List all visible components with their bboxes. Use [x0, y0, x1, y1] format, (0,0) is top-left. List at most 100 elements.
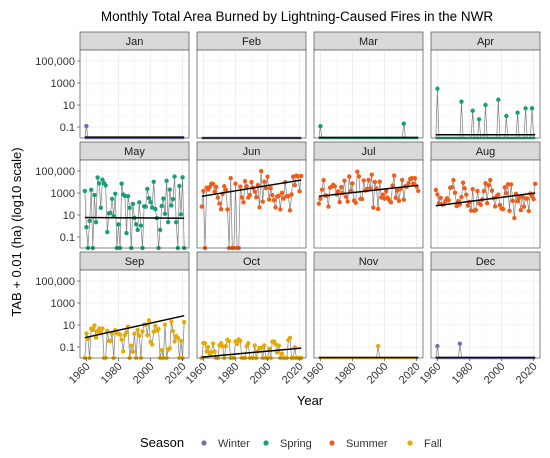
- data-point: [481, 188, 487, 194]
- data-point: [274, 350, 280, 355]
- data-point: [162, 322, 168, 327]
- data-point: [287, 335, 293, 341]
- trend-line: [435, 192, 536, 207]
- facet-strip-label: Sep: [125, 256, 145, 268]
- data-point: [98, 205, 104, 211]
- facet-strip-label: Dec: [476, 256, 496, 268]
- data-point: [460, 180, 466, 185]
- trend-line: [201, 347, 302, 358]
- data-point: [238, 184, 243, 189]
- data-point: [214, 184, 219, 190]
- data-point: [234, 341, 240, 347]
- data-point: [246, 341, 251, 346]
- data-point: [133, 222, 139, 227]
- panel-border: [430, 49, 541, 139]
- data-point: [113, 191, 118, 196]
- data-point: [157, 227, 163, 233]
- panel-border: [313, 269, 424, 359]
- data-point: [526, 208, 531, 214]
- data-point: [337, 199, 342, 205]
- data-point: [122, 193, 128, 199]
- data-point: [377, 179, 382, 184]
- data-point: [103, 183, 108, 188]
- y-tick-label: 10: [63, 320, 75, 332]
- data-point: [172, 339, 177, 344]
- data-point: [347, 174, 352, 179]
- data-point: [132, 331, 137, 336]
- data-point: [483, 102, 488, 108]
- legend-key: [263, 440, 269, 446]
- data-point: [470, 108, 475, 113]
- x-tick-label: 1960: [301, 361, 327, 387]
- data-point: [287, 208, 293, 213]
- data-point: [201, 188, 206, 194]
- data-point: [399, 177, 405, 183]
- data-point: [93, 219, 99, 225]
- data-point: [276, 193, 281, 199]
- legend-label: Spring: [280, 438, 312, 450]
- data-point: [319, 187, 325, 192]
- y-tick-label: 100,000: [35, 276, 75, 288]
- data-point: [249, 180, 254, 185]
- data-point: [321, 177, 326, 183]
- data-point: [265, 174, 270, 179]
- data-point: [260, 199, 265, 204]
- data-point: [475, 188, 480, 194]
- facet-strip-label: Jul: [361, 146, 375, 158]
- data-point: [411, 181, 416, 187]
- data-point: [446, 198, 451, 203]
- facet-strip-label: Oct: [243, 256, 260, 268]
- data-point: [486, 183, 491, 188]
- y-tick-label: 10: [63, 100, 75, 112]
- data-point: [449, 185, 455, 190]
- data-point: [435, 192, 440, 197]
- data-point: [473, 207, 479, 213]
- y-tick-label: 0.1: [60, 342, 75, 354]
- data-point: [359, 196, 365, 202]
- data-point: [496, 192, 501, 197]
- panel-border: [196, 269, 307, 359]
- y-tick-label: 1000: [51, 298, 75, 310]
- data-point: [212, 349, 217, 354]
- facet-panels: Jan 0.1 10 1000 100,000 Feb Mar Apr May 0.1 10 1000…: [35, 31, 541, 387]
- data-point: [470, 186, 475, 192]
- data-point: [90, 327, 96, 333]
- data-point: [161, 196, 166, 201]
- y-tick-label: 0.1: [60, 122, 75, 134]
- data-point: [210, 181, 216, 187]
- legend-key: [201, 440, 207, 446]
- data-point: [97, 326, 102, 331]
- data-point: [212, 189, 217, 194]
- y-tick-label: 100,000: [35, 166, 75, 178]
- data-point: [181, 319, 187, 325]
- x-tick-label: 2000: [248, 361, 274, 387]
- data-point: [121, 349, 126, 354]
- data-point: [279, 190, 285, 195]
- panel-border: [196, 159, 307, 249]
- data-point: [162, 211, 168, 216]
- data-point: [109, 196, 115, 202]
- facet-strip-label: May: [124, 146, 145, 158]
- data-point: [476, 117, 482, 122]
- data-point: [167, 187, 172, 192]
- data-point: [380, 192, 386, 197]
- y-tick-label: 1000: [51, 188, 75, 200]
- facet-strip-label: Jun: [243, 146, 261, 158]
- data-point: [233, 181, 238, 186]
- data-point: [263, 186, 269, 191]
- data-point: [332, 184, 338, 189]
- facet-strip-label: Apr: [477, 36, 494, 48]
- data-point: [257, 205, 262, 210]
- trend-line: [84, 216, 185, 220]
- data-point: [532, 181, 538, 187]
- data-point: [512, 215, 517, 221]
- panel-border: [79, 49, 190, 139]
- data-point: [146, 318, 152, 323]
- data-point: [177, 183, 182, 189]
- y-tick-label: 10: [63, 210, 75, 222]
- data-point: [415, 188, 421, 194]
- data-point: [343, 194, 349, 199]
- data-point: [515, 198, 520, 204]
